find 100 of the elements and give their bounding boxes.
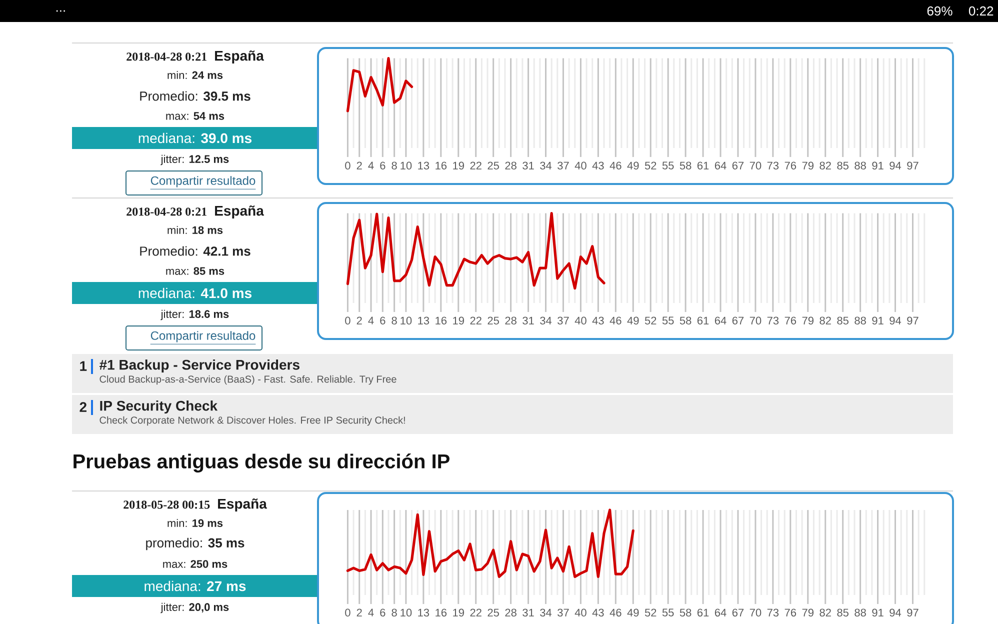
x-tick-label: 37 bbox=[558, 316, 569, 324]
x-tick-label: 25 bbox=[488, 316, 499, 324]
x-tick-label: 22 bbox=[470, 608, 482, 616]
x-tick-label: 55 bbox=[662, 316, 674, 324]
x-tick-label: 58 bbox=[680, 608, 692, 617]
x-tick-label: 25 bbox=[488, 608, 499, 617]
x-tick-label: 13 bbox=[418, 162, 430, 170]
text: Compartir resultado bbox=[150, 331, 256, 342]
x-tick-label: 49 bbox=[627, 162, 639, 170]
x-tick-label: 16 bbox=[436, 316, 447, 324]
x-tick-label: 40 bbox=[574, 162, 586, 170]
text: Promedio: 42.1 ms bbox=[140, 246, 250, 256]
x-tick-label: 55 bbox=[662, 608, 674, 616]
x-tick-label: 64 bbox=[714, 608, 726, 617]
x-tick-label: 34 bbox=[540, 162, 552, 170]
text: ... bbox=[56, 10, 65, 12]
x-tick-label: 28 bbox=[505, 608, 516, 617]
x-tick-label: 34 bbox=[540, 608, 552, 617]
text: min: 19 ms bbox=[168, 518, 223, 528]
x-tick-label: 88 bbox=[854, 162, 866, 170]
x-tick-label: 2 bbox=[356, 162, 362, 170]
x-tick-label: 97 bbox=[907, 608, 918, 617]
x-tick-label: 85 bbox=[837, 162, 848, 170]
text: España bbox=[215, 206, 264, 218]
x-tick-label: 79 bbox=[802, 608, 814, 617]
x-tick-label: 82 bbox=[820, 162, 831, 170]
text: España bbox=[215, 50, 264, 64]
x-tick-label: 82 bbox=[820, 316, 831, 324]
text: 2 bbox=[80, 402, 86, 412]
x-tick-label: 88 bbox=[854, 316, 866, 324]
x-tick-label: 76 bbox=[784, 316, 796, 324]
x-tick-label: 52 bbox=[644, 316, 656, 324]
x-tick-label: 94 bbox=[890, 316, 902, 324]
x-tick-label: 46 bbox=[610, 608, 622, 617]
x-tick-label: 91 bbox=[872, 162, 884, 170]
x-tick-label: 43 bbox=[592, 316, 604, 324]
x-tick-label: 37 bbox=[558, 162, 569, 170]
text: min: 24 ms bbox=[168, 70, 223, 80]
text: 69% bbox=[927, 6, 952, 16]
x-tick-label: 2 bbox=[356, 316, 362, 324]
text: 1 bbox=[80, 361, 87, 371]
x-tick-label: 10 bbox=[400, 162, 412, 170]
x-tick-label: 67 bbox=[732, 316, 744, 324]
x-tick-label: 73 bbox=[767, 608, 779, 617]
x-tick-label: 52 bbox=[644, 608, 656, 617]
x-tick-label: 31 bbox=[522, 162, 534, 170]
x-tick-label: 4 bbox=[368, 608, 374, 616]
x-tick-label: 94 bbox=[890, 608, 902, 617]
x-tick-label: 73 bbox=[767, 162, 779, 170]
text: España bbox=[218, 498, 267, 512]
x-tick-label: 46 bbox=[610, 316, 622, 324]
text: mediana: 27 ms bbox=[144, 580, 246, 592]
x-tick-label: 19 bbox=[453, 608, 464, 617]
x-tick-label: 85 bbox=[837, 316, 848, 324]
x-tick-label: 91 bbox=[872, 316, 884, 324]
x-tick-label: 22 bbox=[470, 162, 482, 170]
x-tick-label: 49 bbox=[627, 316, 639, 324]
x-tick-label: 28 bbox=[505, 162, 516, 170]
x-tick-label: 97 bbox=[907, 316, 918, 324]
x-tick-label: 31 bbox=[522, 316, 534, 324]
text: jitter: 20,0 ms bbox=[160, 602, 229, 614]
text: #1 Backup - Service Providers bbox=[100, 359, 300, 373]
x-tick-label: 2 bbox=[356, 608, 362, 616]
x-tick-label: 70 bbox=[750, 608, 762, 617]
text: max: 85 ms bbox=[166, 267, 224, 275]
text: mediana: 39.0 ms bbox=[138, 132, 252, 144]
x-tick-label: 61 bbox=[697, 162, 709, 170]
x-tick-label: 8 bbox=[392, 316, 397, 324]
x-tick-label: 70 bbox=[750, 162, 762, 170]
x-tick-label: 16 bbox=[436, 162, 447, 170]
x-tick-label: 67 bbox=[732, 608, 744, 617]
x-tick-label: 13 bbox=[418, 608, 430, 617]
text: jitter: 12.5 ms bbox=[160, 154, 229, 166]
x-tick-label: 58 bbox=[680, 316, 692, 324]
x-tick-label: 0 bbox=[345, 316, 350, 324]
text: min: 18 ms bbox=[168, 226, 223, 234]
x-tick-label: 46 bbox=[610, 162, 622, 170]
x-tick-label: 76 bbox=[784, 162, 796, 170]
x-tick-label: 25 bbox=[488, 162, 499, 170]
x-tick-label: 43 bbox=[592, 608, 604, 617]
x-tick-label: 37 bbox=[558, 608, 569, 617]
x-tick-label: 4 bbox=[368, 316, 374, 324]
text: Cloud Backup-as-a-Service (BaaS) - Fast. Safe. Reliable. Try Free bbox=[100, 375, 396, 385]
x-tick-label: 0 bbox=[345, 608, 350, 617]
x-tick-label: 19 bbox=[453, 162, 464, 170]
x-tick-label: 6 bbox=[380, 162, 386, 170]
x-tick-label: 31 bbox=[522, 608, 534, 617]
x-tick-label: 6 bbox=[380, 608, 386, 617]
x-tick-label: 70 bbox=[750, 316, 762, 324]
x-tick-label: 43 bbox=[592, 162, 604, 170]
x-tick-label: 0 bbox=[345, 162, 350, 170]
text: jitter: 18.6 ms bbox=[160, 310, 229, 320]
text: IP Security Check bbox=[100, 400, 218, 414]
x-tick-label: 61 bbox=[697, 316, 709, 324]
x-tick-label: 79 bbox=[802, 162, 814, 170]
x-tick-label: 94 bbox=[890, 162, 902, 170]
x-tick-label: 34 bbox=[540, 316, 552, 324]
text: 0:22 bbox=[968, 6, 994, 16]
x-tick-label: 85 bbox=[837, 608, 848, 617]
x-tick-label: 6 bbox=[380, 316, 386, 324]
